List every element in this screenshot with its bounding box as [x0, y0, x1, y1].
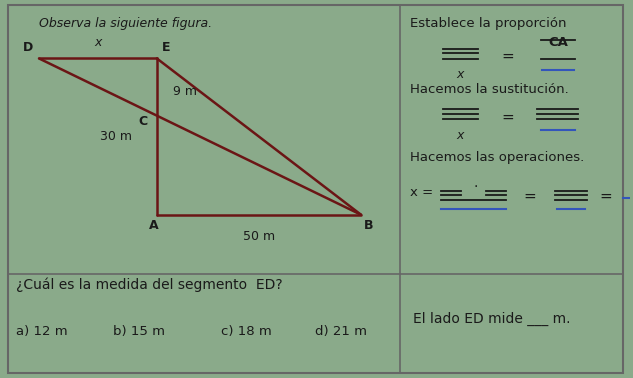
Text: =: =: [501, 110, 514, 125]
Text: =: =: [599, 188, 612, 203]
Text: E: E: [162, 41, 170, 54]
Text: Establece la proporción: Establece la proporción: [410, 17, 567, 30]
Text: C: C: [138, 115, 147, 128]
Text: b) 15 m: b) 15 m: [113, 325, 165, 338]
Text: A: A: [149, 219, 158, 232]
Text: Hacemos la sustitución.: Hacemos la sustitución.: [410, 83, 568, 96]
Text: c) 18 m: c) 18 m: [221, 325, 272, 338]
Text: d) 21 m: d) 21 m: [315, 325, 367, 338]
Text: x: x: [456, 68, 464, 81]
Text: 30 m: 30 m: [99, 130, 132, 143]
Text: x: x: [456, 129, 464, 141]
Text: 50 m: 50 m: [243, 230, 275, 243]
Text: 9 m: 9 m: [173, 85, 197, 98]
Text: El lado ED mide ___ m.: El lado ED mide ___ m.: [413, 312, 570, 326]
Text: Hacemos las operaciones.: Hacemos las operaciones.: [410, 151, 584, 164]
Text: x =: x =: [410, 186, 433, 199]
Text: B: B: [364, 219, 373, 232]
Text: CA: CA: [548, 36, 568, 49]
Text: =: =: [524, 188, 537, 203]
Text: D: D: [22, 41, 33, 54]
Text: ·: ·: [474, 180, 478, 194]
Text: a) 12 m: a) 12 m: [16, 325, 67, 338]
Text: x: x: [94, 36, 101, 49]
Text: Observa la siguiente figura.: Observa la siguiente figura.: [39, 17, 212, 30]
Text: =: =: [501, 49, 514, 64]
Text: ¿Cuál es la medida del segmento  ED?: ¿Cuál es la medida del segmento ED?: [16, 278, 282, 292]
